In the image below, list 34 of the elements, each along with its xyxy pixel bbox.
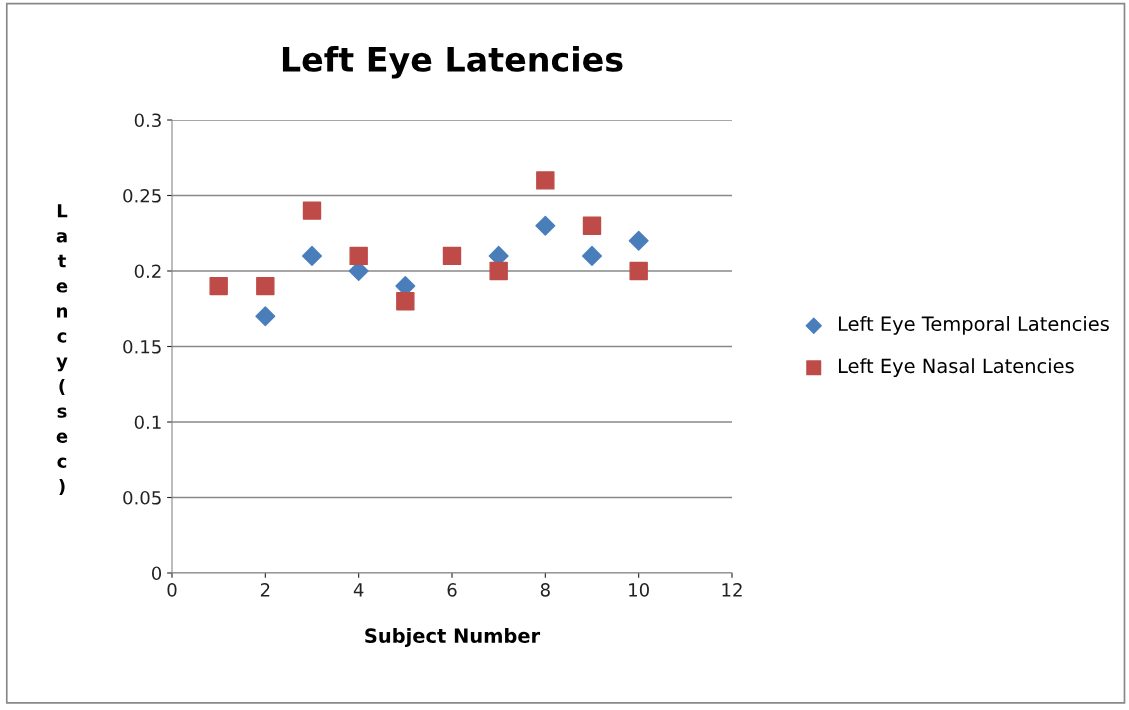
point [255,306,276,327]
point [256,276,275,296]
point [209,276,228,296]
point [301,245,323,266]
chart-title: Left Eye Latencies [282,46,623,79]
point [396,291,415,311]
point [442,246,462,266]
y-tick-label: 0.1 [134,415,161,430]
point [349,246,368,266]
x-axis-title: Subject Number [365,627,541,647]
x-tick-label: 2 [260,583,270,597]
x-tick-label: 6 [447,583,457,597]
x-tick-label: 0 [167,583,177,597]
point [535,215,556,236]
x-tick-label: 4 [353,583,364,597]
y-tick-label: 0.2 [134,264,161,279]
y-tick-label: 0.05 [123,490,161,505]
y-tick-label: 0.3 [134,113,161,128]
y-tick-label: 0.25 [123,188,161,203]
point [489,261,508,281]
x-tick-label: 10 [629,583,649,597]
point [581,245,603,266]
text: Latency (sec) [56,204,68,496]
point [536,171,555,190]
x-tick-label: 12 [722,583,742,597]
legend-label: Left Eye Nasal Latencies [838,358,1074,377]
y-tick-label: 0.15 [123,339,161,354]
point [302,201,322,220]
y-tick-label: 0 [151,566,162,581]
legend-label: Left Eye Temporal Latencies [838,316,1109,335]
point [582,216,602,235]
x-tick-label: 8 [540,583,550,597]
point [628,230,649,251]
point [629,261,648,281]
